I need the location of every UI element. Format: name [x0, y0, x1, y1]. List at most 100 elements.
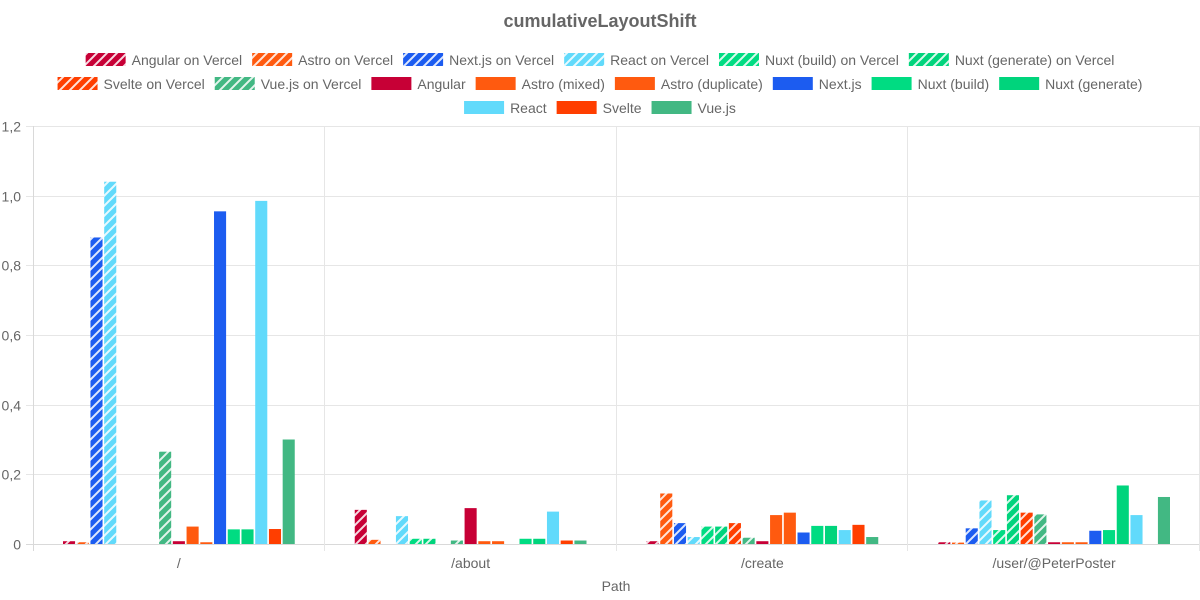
legend-item-astro-on-vercel[interactable]: Astro on Vercel	[252, 52, 393, 68]
legend-item-next-js-on-vercel[interactable]: Next.js on Vercel	[403, 52, 554, 68]
bar-next-js-on-vercel-user-peterposter[interactable]	[965, 528, 978, 544]
bar-next-js-on-vercel-root[interactable]	[90, 237, 103, 544]
bar-astro-mixed-about[interactable]	[478, 541, 491, 544]
bar-astro-on-vercel-user-peterposter[interactable]	[951, 542, 965, 544]
bar-astro-on-vercel-create[interactable]	[660, 493, 673, 544]
bar-astro-mixed-user-peterposter[interactable]	[1061, 542, 1074, 544]
bar-angular-about[interactable]	[464, 508, 477, 544]
y-tick-label: 0,6	[2, 328, 22, 344]
legend-item-angular-on-vercel[interactable]: Angular on Vercel	[85, 52, 243, 68]
bar-nuxt-generate-create[interactable]	[824, 525, 838, 544]
bar-vue-js-root[interactable]	[282, 439, 295, 545]
legend-label: Nuxt (generate)	[1045, 76, 1142, 92]
legend-label: Astro (duplicate)	[661, 76, 763, 92]
bar-nuxt-build-about[interactable]	[519, 538, 532, 544]
bar-nuxt-generate-on-vercel-user-peterposter[interactable]	[1006, 495, 1019, 544]
bar-vue-js-about[interactable]	[574, 540, 587, 544]
legend-item-nuxt-build[interactable]: Nuxt (build)	[871, 76, 990, 92]
legend-label: Svelte	[603, 100, 642, 116]
legend-item-svelte[interactable]: Svelte	[556, 100, 642, 116]
legend-swatch	[614, 77, 655, 90]
bar-nuxt-generate-user-peterposter[interactable]	[1116, 485, 1129, 544]
x-axis-title: Path	[602, 578, 631, 594]
bar-nuxt-generate-about[interactable]	[533, 538, 546, 544]
legend-swatch	[214, 77, 255, 90]
legend-item-nuxt-build-on-vercel[interactable]: Nuxt (build) on Vercel	[718, 52, 899, 68]
bar-nuxt-build-on-vercel-about[interactable]	[409, 538, 422, 544]
bar-nuxt-generate-root[interactable]	[241, 529, 254, 544]
bar-astro-on-vercel-root[interactable]	[76, 542, 89, 544]
bar-vue-js-on-vercel-about[interactable]	[450, 540, 463, 544]
bar-vue-js-on-vercel-create[interactable]	[742, 537, 755, 544]
y-tick-label: 0,8	[2, 258, 22, 274]
legend-label: Nuxt (generate) on Vercel	[955, 52, 1115, 68]
bar-react-create[interactable]	[838, 530, 851, 544]
legend-label: Vue.js	[698, 100, 736, 116]
bar-nuxt-build-root[interactable]	[227, 529, 240, 544]
bar-svelte-on-vercel-create[interactable]	[728, 523, 741, 544]
bar-react-on-vercel-root[interactable]	[104, 181, 117, 545]
legend-swatch	[464, 101, 505, 114]
bar-angular-on-vercel-root[interactable]	[63, 541, 76, 544]
bar-astro-mixed-create[interactable]	[770, 515, 783, 544]
bar-react-on-vercel-create[interactable]	[687, 537, 700, 544]
legend-item-nuxt-generate[interactable]: Nuxt (generate)	[999, 76, 1142, 92]
bar-react-root[interactable]	[255, 200, 268, 544]
bar-vue-js-on-vercel-user-peterposter[interactable]	[1034, 514, 1047, 544]
bar-react-about[interactable]	[546, 511, 560, 544]
legend-label: Nuxt (build) on Vercel	[765, 52, 899, 68]
bar-astro-duplicate-create[interactable]	[783, 512, 796, 544]
bar-nuxt-build-on-vercel-user-peterposter[interactable]	[993, 530, 1006, 544]
bar-nuxt-build-on-vercel-create[interactable]	[701, 526, 714, 544]
legend-label: Nuxt (build)	[918, 76, 990, 92]
bar-vue-js-create[interactable]	[866, 537, 879, 544]
bar-react-user-peterposter[interactable]	[1130, 515, 1143, 544]
bar-angular-create[interactable]	[756, 541, 769, 544]
bar-angular-root[interactable]	[172, 541, 185, 544]
bar-nuxt-generate-on-vercel-create[interactable]	[715, 526, 728, 544]
x-tick-label: /create	[741, 555, 784, 571]
legend-item-astro-duplicate[interactable]: Astro (duplicate)	[614, 76, 763, 92]
bar-next-js-root[interactable]	[214, 211, 227, 544]
bar-astro-duplicate-user-peterposter[interactable]	[1075, 542, 1088, 544]
bar-react-on-vercel-user-peterposter[interactable]	[979, 500, 992, 544]
bar-nuxt-generate-on-vercel-about[interactable]	[423, 538, 436, 544]
bar-angular-on-vercel-create[interactable]	[646, 541, 659, 544]
bar-astro-on-vercel-about[interactable]	[368, 539, 381, 544]
bar-vue-js-user-peterposter[interactable]	[1157, 496, 1170, 544]
legend-item-astro-mixed[interactable]: Astro (mixed)	[475, 76, 605, 92]
bar-svelte-root[interactable]	[268, 529, 282, 544]
bar-angular-on-vercel-user-peterposter[interactable]	[938, 542, 951, 544]
bar-svelte-on-vercel-user-peterposter[interactable]	[1020, 512, 1033, 544]
bar-astro-duplicate-root[interactable]	[200, 542, 213, 544]
bar-astro-mixed-root[interactable]	[186, 526, 199, 544]
legend-item-nuxt-generate-on-vercel[interactable]: Nuxt (generate) on Vercel	[908, 52, 1115, 68]
legend-item-react-on-vercel[interactable]: React on Vercel	[564, 52, 709, 68]
bar-svelte-about[interactable]	[560, 540, 573, 544]
bar-next-js-on-vercel-create[interactable]	[673, 523, 687, 544]
legend-label: React on Vercel	[610, 52, 709, 68]
legend-item-react[interactable]: React	[464, 100, 547, 116]
legend-swatch	[908, 53, 949, 66]
bar-next-js-user-peterposter[interactable]	[1089, 530, 1102, 544]
legend-item-angular[interactable]: Angular	[371, 76, 466, 92]
legend-swatch	[718, 53, 759, 66]
bar-angular-on-vercel-about[interactable]	[354, 509, 367, 544]
bar-nuxt-build-create[interactable]	[811, 525, 824, 544]
bar-nuxt-build-user-peterposter[interactable]	[1103, 530, 1116, 544]
legend-swatch	[85, 53, 126, 66]
legend-item-svelte-on-vercel[interactable]: Svelte on Vercel	[57, 76, 205, 92]
bar-vue-js-on-vercel-root[interactable]	[159, 451, 172, 544]
legend-item-vue-js-on-vercel[interactable]: Vue.js on Vercel	[214, 76, 362, 92]
bar-angular-user-peterposter[interactable]	[1048, 542, 1061, 544]
legend-swatch	[651, 101, 692, 114]
legend-item-next-js[interactable]: Next.js	[772, 76, 862, 92]
bar-astro-duplicate-about[interactable]	[492, 541, 505, 544]
bar-react-on-vercel-about[interactable]	[395, 516, 409, 544]
x-tick-label: /about	[451, 555, 490, 571]
bar-svelte-create[interactable]	[852, 524, 865, 544]
legend-item-vue-js[interactable]: Vue.js	[651, 100, 736, 116]
y-tick-label: 1,0	[2, 189, 22, 205]
bar-next-js-create[interactable]	[797, 532, 810, 545]
